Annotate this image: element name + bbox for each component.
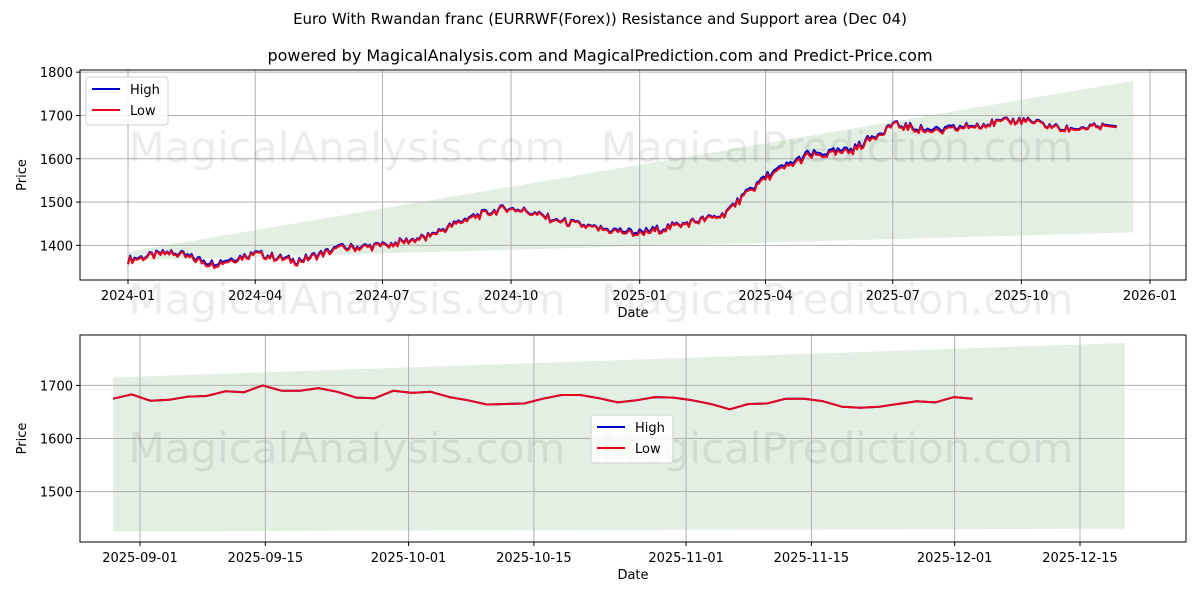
x-tick-label: 2025-12-15: [1042, 551, 1118, 566]
x-tick-label: 2024-01: [101, 289, 155, 304]
y-axis-label: Price: [15, 423, 30, 455]
x-tick-label: 2025-11-15: [774, 551, 850, 566]
x-tick-label: 2025-09-15: [228, 551, 304, 566]
watermark: MagicalPrediction.com: [601, 424, 1074, 473]
x-axis-label: Date: [617, 568, 648, 583]
legend-label-high: High: [130, 83, 160, 98]
watermark: MagicalAnalysis.com: [129, 424, 566, 473]
x-tick-label: 2025-04: [738, 289, 792, 304]
chart-panel-2: MagicalAnalysis.com MagicalPrediction.com…: [15, 334, 1187, 583]
y-tick-label: 1700: [40, 109, 73, 124]
x-tick-label: 2024-04: [228, 289, 282, 304]
chart-subtitle: powered by MagicalAnalysis.com and Magic…: [267, 46, 933, 65]
x-tick-label: 2026-01: [1123, 289, 1177, 304]
watermark: MagicalPrediction.com: [601, 275, 1074, 324]
watermark: MagicalAnalysis.com: [129, 275, 566, 324]
watermark: MagicalAnalysis.com: [129, 123, 566, 172]
x-tick-label: 2025-01: [613, 289, 667, 304]
x-tick-label: 2025-07: [866, 289, 920, 304]
chart-panel-1: MagicalAnalysis.com MagicalPrediction.com…: [15, 66, 1187, 324]
x-tick-label: 2024-10: [484, 289, 538, 304]
y-tick-label: 1700: [40, 379, 73, 394]
x-tick-label: 2025-10-01: [371, 551, 447, 566]
x-tick-label: 2025-11-01: [648, 551, 724, 566]
legend: High Low: [590, 414, 674, 464]
y-tick-label: 1500: [40, 196, 73, 211]
y-tick-label: 1600: [40, 153, 73, 168]
legend-label-low: Low: [635, 442, 661, 457]
y-tick-label: 1800: [40, 66, 73, 81]
axes-frame: [79, 69, 1187, 281]
legend-label-low: Low: [130, 104, 156, 119]
chart-title: Euro With Rwandan franc (EURRWF(Forex)) …: [293, 10, 907, 28]
series-line-low: [127, 117, 1117, 270]
x-tick-label: 2025-12-01: [917, 551, 993, 566]
x-tick-label: 2025-10: [994, 289, 1048, 304]
x-axis-label: Date: [617, 306, 648, 321]
legend-label-high: High: [635, 421, 665, 436]
x-tick-label: 2025-09-01: [102, 551, 178, 566]
support-resistance-band: [128, 80, 1134, 261]
y-tick-label: 1500: [40, 486, 73, 501]
x-tick-label: 2024-07: [355, 289, 409, 304]
y-tick-label: 1400: [40, 239, 73, 254]
y-axis-label: Price: [15, 159, 30, 191]
y-tick-label: 1600: [40, 433, 73, 448]
legend: High Low: [85, 76, 169, 126]
series-line-low: [112, 384, 973, 411]
x-tick-label: 2025-10-15: [496, 551, 572, 566]
